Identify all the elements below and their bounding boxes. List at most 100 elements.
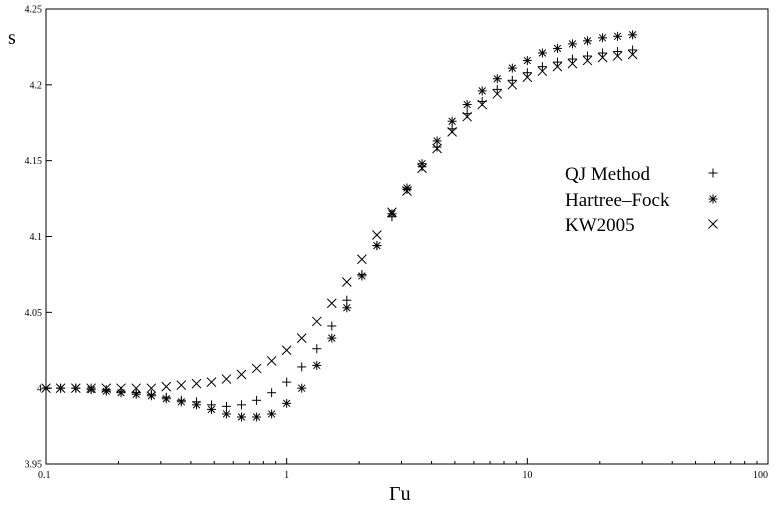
data-point bbox=[507, 75, 517, 85]
data-point bbox=[191, 400, 201, 410]
data-point bbox=[402, 186, 412, 196]
data-point bbox=[492, 74, 502, 84]
series-cross bbox=[41, 49, 638, 394]
data-point bbox=[41, 383, 51, 394]
data-point bbox=[176, 397, 186, 407]
y-axis-label: s bbox=[8, 27, 16, 49]
data-point bbox=[477, 86, 487, 96]
data-markers bbox=[41, 30, 638, 422]
data-point bbox=[613, 46, 623, 56]
data-point bbox=[266, 356, 277, 366]
y-tick-label: 3.95 bbox=[25, 460, 43, 471]
y-tick-label: 4.15 bbox=[25, 156, 43, 167]
data-point bbox=[86, 383, 96, 394]
data-point bbox=[312, 344, 322, 354]
y-axis-ticks: 3.95 4 4.05 4.1 4.15 4.2 4.25 bbox=[25, 5, 52, 471]
legend-label-hartree-fock: Hartree–Fock bbox=[565, 190, 670, 211]
data-point bbox=[236, 369, 247, 380]
data-point bbox=[296, 333, 307, 343]
data-point bbox=[613, 31, 623, 41]
data-point bbox=[251, 363, 262, 374]
data-point bbox=[297, 362, 307, 372]
data-point bbox=[267, 388, 277, 398]
data-point bbox=[357, 254, 367, 265]
data-point bbox=[357, 271, 367, 281]
data-point bbox=[326, 298, 337, 309]
data-point bbox=[146, 383, 157, 394]
data-point bbox=[116, 383, 126, 394]
data-point bbox=[462, 100, 472, 110]
x-tick-label: 0.1 bbox=[38, 470, 51, 481]
x-tick-label: 1 bbox=[284, 470, 289, 481]
data-point bbox=[567, 39, 577, 49]
data-point bbox=[552, 57, 562, 67]
data-point bbox=[387, 207, 397, 218]
data-point bbox=[221, 374, 232, 384]
data-point bbox=[161, 381, 172, 392]
data-point bbox=[252, 395, 262, 405]
data-point bbox=[612, 51, 623, 61]
data-point bbox=[70, 383, 81, 394]
data-point bbox=[507, 79, 518, 90]
data-point bbox=[552, 61, 563, 72]
data-point bbox=[341, 277, 352, 287]
data-point bbox=[86, 385, 96, 395]
data-point bbox=[297, 383, 307, 393]
data-point bbox=[628, 45, 638, 55]
data-point bbox=[101, 383, 112, 394]
y-tick-label: 4.1 bbox=[30, 232, 43, 243]
data-point bbox=[582, 55, 593, 66]
data-point bbox=[462, 111, 473, 122]
x-axis-label: Γu bbox=[389, 483, 411, 505]
data-point bbox=[252, 412, 262, 422]
series-plus bbox=[41, 45, 638, 411]
data-point bbox=[116, 388, 126, 398]
data-point bbox=[282, 377, 292, 387]
data-point bbox=[55, 383, 66, 394]
y-tick-label: 4.25 bbox=[25, 5, 43, 16]
data-point bbox=[206, 404, 216, 414]
legend-markers bbox=[708, 168, 718, 229]
data-point bbox=[447, 116, 457, 126]
y-tick-label: 4 bbox=[37, 384, 42, 395]
data-point bbox=[627, 49, 638, 60]
data-point bbox=[267, 409, 277, 419]
legend: QJ Method Hartree–Fock KW2005 bbox=[565, 164, 718, 236]
data-point bbox=[537, 48, 547, 58]
data-point bbox=[131, 383, 142, 394]
data-point bbox=[282, 398, 292, 408]
x-tick-label: 10 bbox=[522, 470, 532, 481]
legend-marker-asterisk bbox=[708, 194, 718, 204]
data-point bbox=[327, 333, 337, 343]
data-point bbox=[191, 378, 202, 389]
data-point bbox=[342, 303, 352, 313]
series-asterisk bbox=[41, 30, 638, 422]
legend-label-qj-method: QJ Method bbox=[565, 164, 650, 185]
data-point bbox=[567, 54, 577, 64]
data-point bbox=[597, 52, 608, 63]
data-point bbox=[628, 30, 638, 40]
data-point bbox=[311, 316, 322, 327]
data-point bbox=[522, 68, 532, 78]
data-point bbox=[507, 63, 517, 73]
data-point bbox=[281, 345, 292, 356]
data-point bbox=[477, 99, 488, 110]
y-tick-label: 4.05 bbox=[25, 308, 43, 319]
data-point bbox=[598, 33, 608, 43]
data-point bbox=[522, 72, 533, 83]
legend-label-kw2005: KW2005 bbox=[565, 215, 635, 236]
data-point bbox=[176, 380, 187, 390]
y-tick-label: 4.2 bbox=[30, 80, 43, 91]
data-point bbox=[447, 126, 457, 137]
data-point bbox=[537, 62, 547, 72]
data-point bbox=[492, 89, 503, 99]
legend-marker-plus bbox=[708, 168, 718, 178]
data-point bbox=[552, 43, 562, 53]
x-tick-label: 100 bbox=[753, 470, 768, 481]
data-point bbox=[221, 409, 231, 419]
data-point bbox=[492, 84, 502, 94]
data-point bbox=[327, 321, 337, 331]
data-point bbox=[522, 56, 532, 66]
data-point bbox=[387, 209, 397, 219]
